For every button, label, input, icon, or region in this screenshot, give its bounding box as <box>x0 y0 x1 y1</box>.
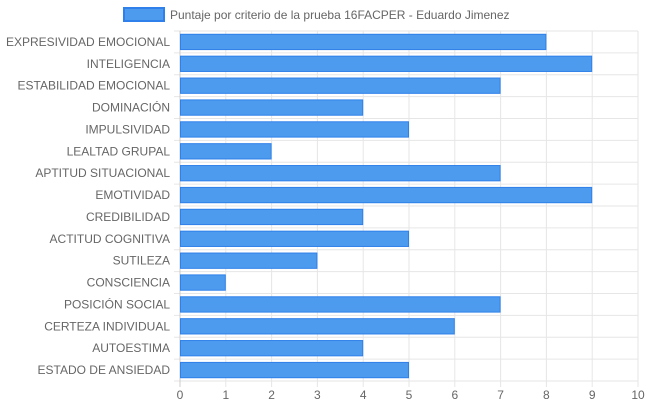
bar[interactable] <box>180 296 501 313</box>
bar[interactable] <box>180 208 364 226</box>
x-tick-label: 4 <box>360 388 367 402</box>
bar[interactable] <box>180 121 409 138</box>
bar[interactable] <box>180 99 364 116</box>
category-label: EMOTIVIDAD <box>95 188 170 202</box>
category-label: CREDIBILIDAD <box>86 210 170 224</box>
bar[interactable] <box>180 318 455 335</box>
x-tick-label: 8 <box>543 388 550 402</box>
x-tick-label: 5 <box>406 388 413 402</box>
category-label: ESTABILIDAD EMOCIONAL <box>18 79 171 93</box>
category-label: CERTEZA INDIVIDUAL <box>44 319 170 333</box>
bar[interactable] <box>180 186 593 204</box>
x-tick-label: 6 <box>451 388 458 402</box>
category-label: INTELIGENCIA <box>87 57 170 71</box>
category-label: LEALTAD GRUPAL <box>67 144 171 158</box>
x-tick-label: 1 <box>222 388 229 402</box>
x-tick-label: 9 <box>589 388 596 402</box>
bar[interactable] <box>180 77 501 94</box>
bar[interactable] <box>180 55 593 72</box>
category-label: CONSCIENCIA <box>87 276 170 290</box>
x-tick-label: 0 <box>177 388 184 402</box>
y-axis-labels: EXPRESIVIDAD EMOCIONAL INTELIGENCIA ESTABI… <box>6 35 170 377</box>
bar[interactable] <box>180 340 364 357</box>
x-tick-label: 7 <box>497 388 504 402</box>
category-label: AUTOESTIMA <box>92 341 170 355</box>
x-tick-label: 10 <box>631 388 645 402</box>
legend-swatch[interactable] <box>123 7 165 22</box>
category-label: ACTITUD COGNITIVA <box>50 232 170 246</box>
bar[interactable] <box>180 33 547 51</box>
bar[interactable] <box>180 361 409 379</box>
x-axis-labels: 0 1 2 3 4 5 6 7 8 9 10 <box>177 388 645 402</box>
bar[interactable] <box>180 230 409 247</box>
x-tick-label: 3 <box>314 388 321 402</box>
bar[interactable] <box>180 252 318 269</box>
bar[interactable] <box>180 274 226 291</box>
category-label: ESTADO DE ANSIEDAD <box>38 363 171 377</box>
x-tick-label: 2 <box>268 388 275 402</box>
category-label: IMPULSIVIDAD <box>85 122 170 136</box>
category-label: DOMINACIÓN <box>92 100 170 115</box>
category-label: SUTILEZA <box>113 254 170 268</box>
category-label: POSICIÓN SOCIAL <box>64 296 170 311</box>
bars <box>180 33 593 379</box>
bar[interactable] <box>180 165 501 182</box>
legend-label[interactable]: Puntaje por criterio de la prueba 16FACP… <box>170 8 510 22</box>
bar[interactable] <box>180 143 272 160</box>
legend[interactable]: Puntaje por criterio de la prueba 16FACP… <box>123 7 510 22</box>
category-label: APTITUD SITUACIONAL <box>35 166 170 180</box>
category-label: EXPRESIVIDAD EMOCIONAL <box>6 35 170 49</box>
